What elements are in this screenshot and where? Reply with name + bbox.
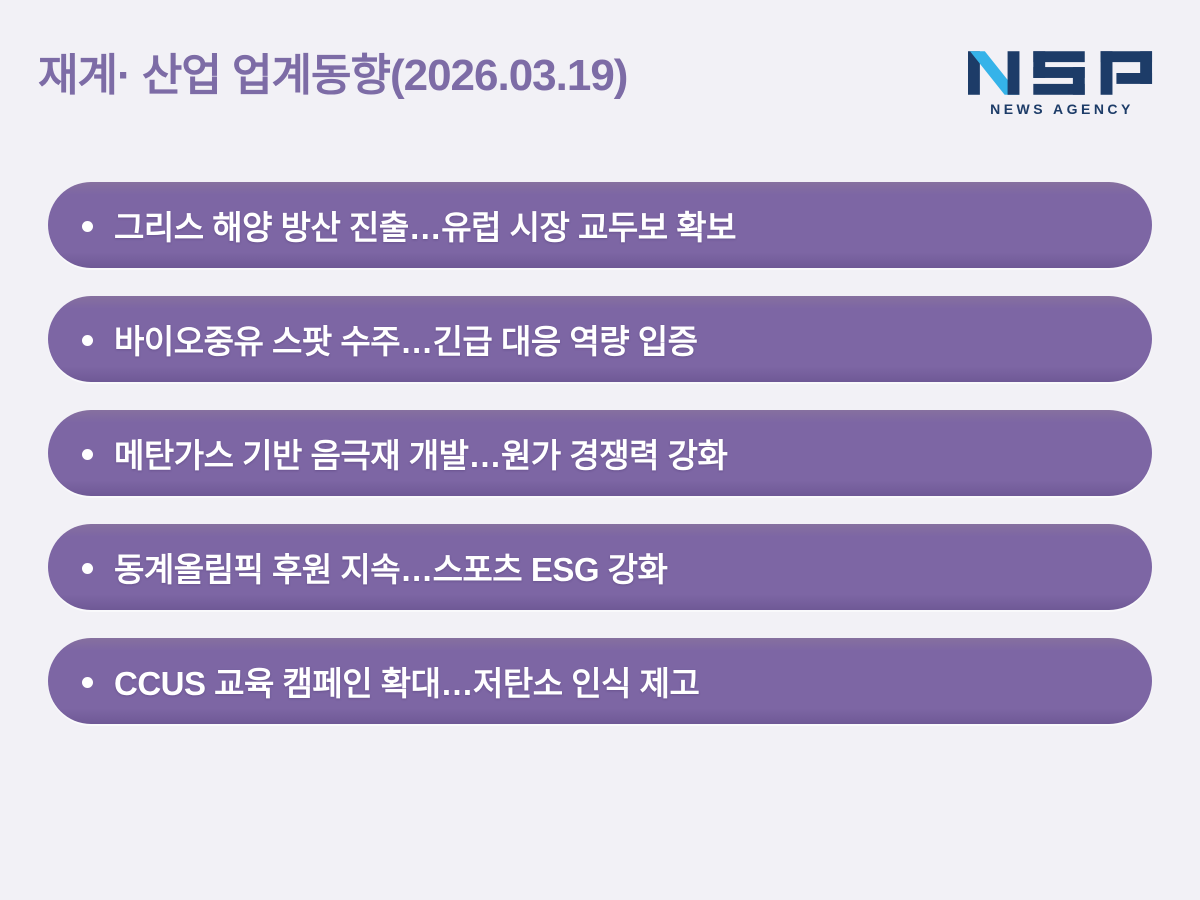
bullet-icon [82, 334, 93, 346]
bullet-icon [82, 220, 93, 232]
headline-banner: 동계올림픽 후원 지속…스포츠 ESG 강화 [48, 524, 1152, 610]
bullet-icon [82, 448, 93, 460]
headline-banner: 그리스 해양 방산 진출…유럽 시장 교두보 확보 [48, 182, 1152, 268]
page-title: 재계· 산업 업계동향(2026.03.19) [38, 51, 628, 100]
headline-text: 메탄가스 기반 음극재 개발…원가 경쟁력 강화 [114, 437, 728, 474]
nsp-logo: NEWS AGENCY [968, 50, 1156, 117]
bullet-icon [82, 676, 93, 688]
headline-text: 동계올림픽 후원 지속…스포츠 ESG 강화 [114, 551, 668, 588]
headline-text: CCUS 교육 캠페인 확대…저탄소 인식 제고 [114, 665, 700, 702]
headline-text: 그리스 해양 방산 진출…유럽 시장 교두보 확보 [114, 209, 737, 246]
nsp-logo-subtitle: NEWS AGENCY [990, 101, 1134, 117]
bullet-icon [82, 562, 93, 574]
nsp-logo-mark [968, 51, 1153, 95]
headline-banner: 바이오중유 스팟 수주…긴급 대응 역량 입증 [48, 296, 1152, 382]
headline-list: 그리스 해양 방산 진출…유럽 시장 교두보 확보 바이오중유 스팟 수주…긴급… [48, 182, 1152, 752]
headline-text: 바이오중유 스팟 수주…긴급 대응 역량 입증 [114, 323, 698, 360]
headline-banner: 메탄가스 기반 음극재 개발…원가 경쟁력 강화 [48, 410, 1152, 496]
headline-banner: CCUS 교육 캠페인 확대…저탄소 인식 제고 [48, 638, 1152, 724]
